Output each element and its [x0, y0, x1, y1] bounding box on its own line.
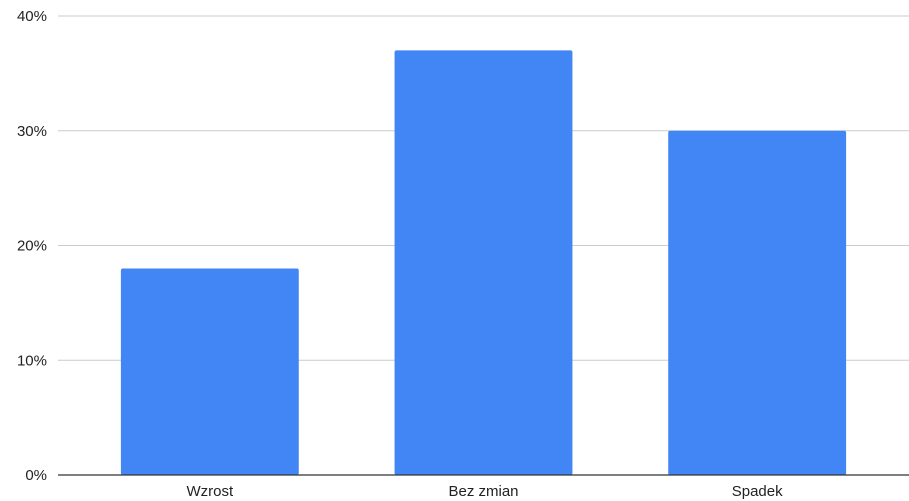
x-tick-label: Spadek	[732, 483, 783, 500]
x-tick-label: Bez zmian	[448, 483, 518, 500]
bar-bez-zmian	[394, 50, 573, 476]
bar-spadek	[668, 130, 847, 475]
x-tick-label: Wzrost	[186, 483, 233, 500]
y-axis-tick-labels: 0% 10% 20% 30% 40%	[17, 8, 47, 484]
y-tick-label: 40%	[17, 8, 47, 25]
bar-wzrost	[120, 268, 299, 475]
y-tick-label: 30%	[17, 123, 47, 140]
x-axis-tick-labels: Wzrost Bez zmian Spadek	[186, 483, 783, 500]
y-tick-label: 10%	[17, 352, 47, 369]
bars	[120, 50, 847, 476]
y-tick-label: 20%	[17, 238, 47, 255]
y-tick-label: 0%	[25, 467, 47, 484]
